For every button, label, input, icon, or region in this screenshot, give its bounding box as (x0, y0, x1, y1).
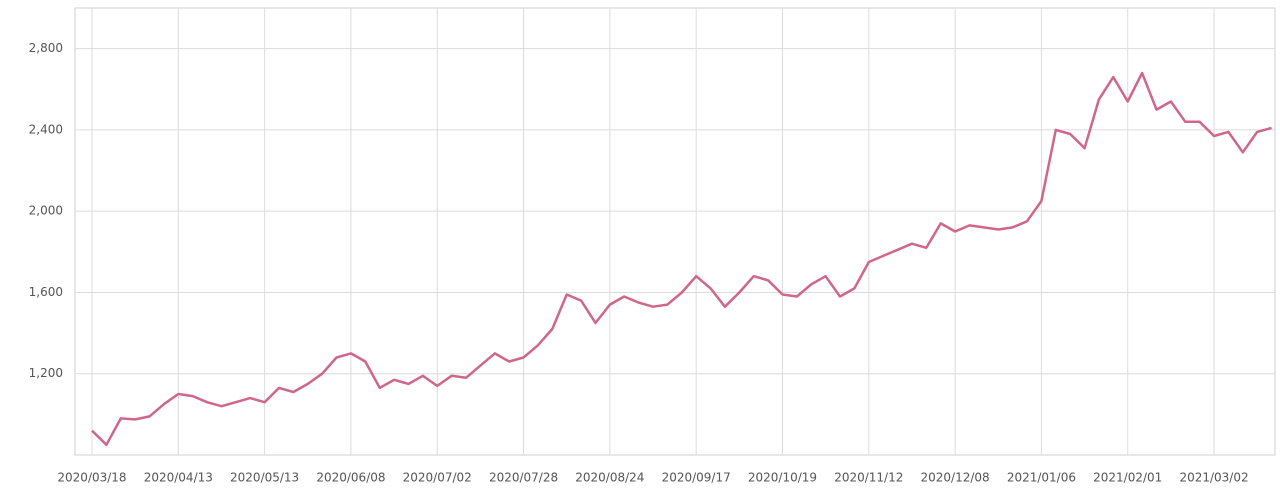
x-tick-label: 2020/09/17 (662, 471, 731, 485)
x-tick-label: 2020/10/19 (748, 471, 817, 485)
y-tick-label: 1,200 (29, 366, 63, 380)
y-tick-label: 2,400 (29, 122, 63, 136)
x-tick-label: 2020/07/02 (403, 471, 472, 485)
x-tick-label: 2020/12/08 (921, 471, 990, 485)
x-tick-label: 2020/03/18 (57, 471, 126, 485)
x-tick-label: 2020/04/13 (144, 471, 213, 485)
x-tick-label: 2021/03/02 (1179, 471, 1248, 485)
y-tick-label: 1,600 (29, 285, 63, 299)
price-line (91, 71, 1272, 447)
x-tick-label: 2021/02/01 (1093, 471, 1162, 485)
x-tick-label: 2020/08/24 (575, 471, 644, 485)
y-tick-label: 2,800 (29, 41, 63, 55)
plot-frame (74, 7, 1276, 456)
x-tick-label: 2020/06/08 (316, 471, 385, 485)
y-tick-label: 2,000 (29, 204, 63, 218)
x-tick-label: 2021/01/06 (1007, 471, 1076, 485)
x-tick-label: 2020/07/28 (489, 471, 558, 485)
x-tick-label: 2020/11/12 (834, 471, 903, 485)
x-tick-label: 2020/05/13 (230, 471, 299, 485)
